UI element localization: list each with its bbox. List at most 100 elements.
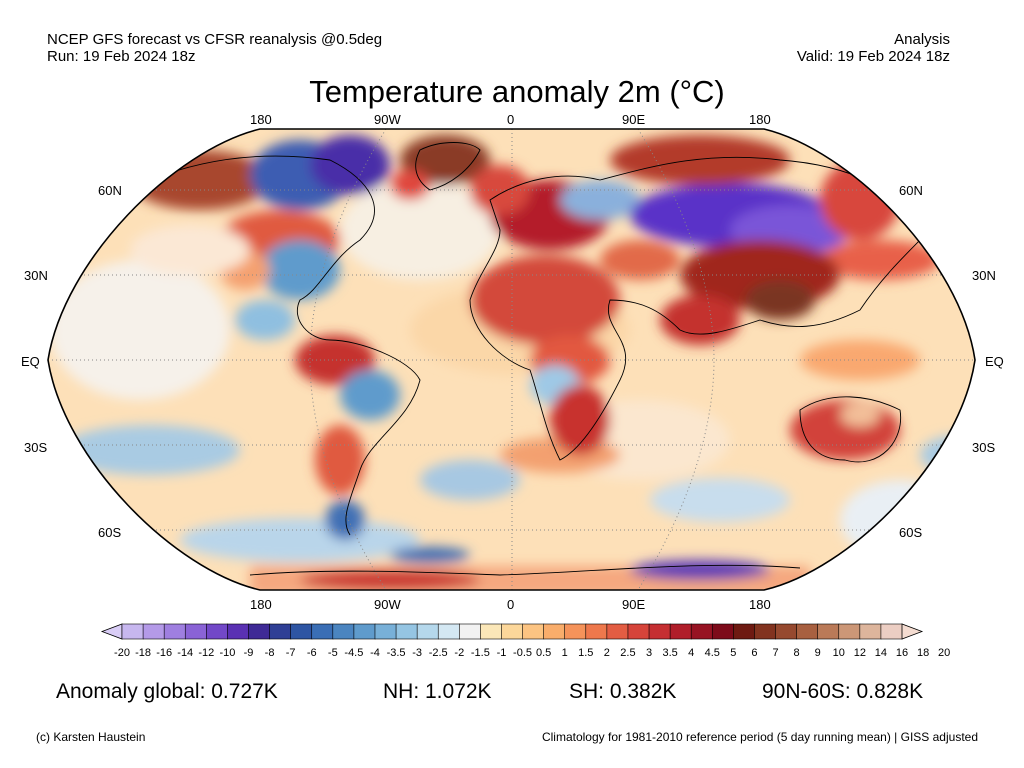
colorbar-tick-label: 9 [814,647,821,659]
colorbar-swatch [711,623,734,640]
colorbar-swatch [585,623,608,640]
colorbar-tick-label: 1 [561,647,568,659]
colorbar-tick-label: -3.5 [386,647,406,659]
lon-label-top-180w: 180 [250,112,272,127]
colorbar-swatch [754,623,777,640]
colorbar-swatch [627,623,650,640]
colorbar-swatch [437,623,460,640]
lon-label-top-180e: 180 [749,112,771,127]
colorbar-swatch [880,623,903,640]
graticule [48,129,975,590]
colorbar-swatch [184,623,207,640]
lon-label-top-90e: 90E [622,112,646,127]
colorbar-swatch [838,623,861,640]
colorbar-swatch [669,623,692,640]
model-info-line1: NCEP GFS forecast vs CFSR reanalysis @0.… [47,31,383,48]
colorbar-swatch [606,623,629,640]
colorbar-swatch [690,623,713,640]
colorbar-tick-label: -16 [156,647,173,659]
stat-nh: NH: 1.072K [383,680,492,703]
colorbar-swatch [458,623,481,640]
colorbar [100,623,924,640]
colorbar-swatch [395,623,418,640]
climatology-note: Climatology for 1981-2010 reference peri… [541,730,978,744]
colorbar-swatch [648,623,671,640]
colorbar-tick-label: 4.5 [704,647,720,659]
lon-label-bottom-90e: 90E [622,597,646,612]
colorbar-tick-label: -6 [306,647,317,659]
colorbar-tick-label: -5 [327,647,338,659]
colorbar-swatch [206,623,229,640]
copyright: (c) Karsten Haustein [36,730,146,744]
colorbar-tick-label: -0.5 [513,647,533,659]
colorbar-tick-label: 16 [895,647,909,659]
lat-label-right-60s: 60S [899,525,923,540]
stat-arctic: 90N-60S: 0.828K [762,680,924,703]
colorbar-tick-label: -1 [496,647,507,659]
lat-label-left-30n: 30N [24,268,48,283]
colorbar-tick-label: -20 [114,647,130,659]
colorbar-tick-label: -14 [177,647,194,659]
colorbar-swatch [142,623,165,640]
map-frame [47,128,976,591]
colorbar-tick-label: 2.5 [620,647,636,659]
colorbar-swatch [480,623,503,640]
colorbar-tick-label: -9 [243,647,254,659]
colorbar-swatch [374,623,397,640]
colorbar-tick-label: 20 [938,647,951,659]
colorbar-tick-label: 8 [793,647,800,659]
colorbar-swatch [859,623,882,640]
colorbar-swatch [775,623,798,640]
colorbar-tick-label: -12 [198,647,215,659]
page-title: Temperature anomaly 2m (°C) [309,74,725,109]
colorbar-swatch [416,623,439,640]
lon-label-bottom-0: 0 [507,597,515,612]
colorbar-swatch [733,623,756,640]
colorbar-swatch [564,623,587,640]
colorbar-swatch [501,623,524,640]
anomaly-field [48,129,975,590]
colorbar-swatch [522,623,545,640]
colorbar-tick-label: 10 [832,647,845,659]
analysis-label: Analysis [894,31,950,48]
colorbar-swatch [269,623,292,640]
lat-label-left-60s: 60S [98,525,122,540]
lat-label-left-30s: 30S [24,440,48,455]
colorbar-tick-label: -2.5 [428,647,448,659]
colorbar-swatch [796,623,819,640]
run-time: Run: 19 Feb 2024 18z [47,48,196,65]
colorbar-swatch [543,623,566,640]
colorbar-tick-label: 18 [916,647,930,659]
colorbar-swatch [311,623,334,640]
colorbar-tick-label: 6 [751,647,758,659]
colorbar-swatch [163,623,186,640]
colorbar-tick-label: -7 [285,647,296,659]
colorbar-tick-label: -10 [219,647,236,659]
colorbar-tick-label: -4 [370,647,380,659]
colorbar-swatch [353,623,376,640]
colorbar-tick-label: 3 [645,647,653,659]
colorbar-tick-label: 2 [603,647,610,659]
colorbar-tick-label: -18 [135,647,152,659]
lon-label-top-0: 0 [507,112,515,127]
lat-label-left-60n: 60N [98,183,122,198]
colorbar-tick-label: 5 [730,647,737,659]
colorbar-swatch [817,623,840,640]
colorbar-tick-label: 4 [688,647,695,659]
colorbar-tick-label: -2 [454,647,465,659]
colorbar-tick-label: -8 [264,647,275,659]
colorbar-tick-label: 0.5 [535,647,552,659]
colorbar-arrow-high [901,623,924,640]
lon-label-bottom-180e: 180 [749,597,771,612]
lat-label-right-30n: 30N [972,268,996,283]
colorbar-tick-label: 12 [853,647,866,659]
colorbar-tick-label: 14 [874,647,888,659]
colorbar-swatch [290,623,313,640]
lon-label-top-90w: 90W [374,112,401,127]
lat-label-left-eq: EQ [21,354,40,369]
colorbar-arrow-low [100,623,123,640]
colorbar-tick-label: 7 [772,647,779,659]
colorbar-swatch [227,623,250,640]
colorbar-tick-label: -4.5 [344,647,364,659]
